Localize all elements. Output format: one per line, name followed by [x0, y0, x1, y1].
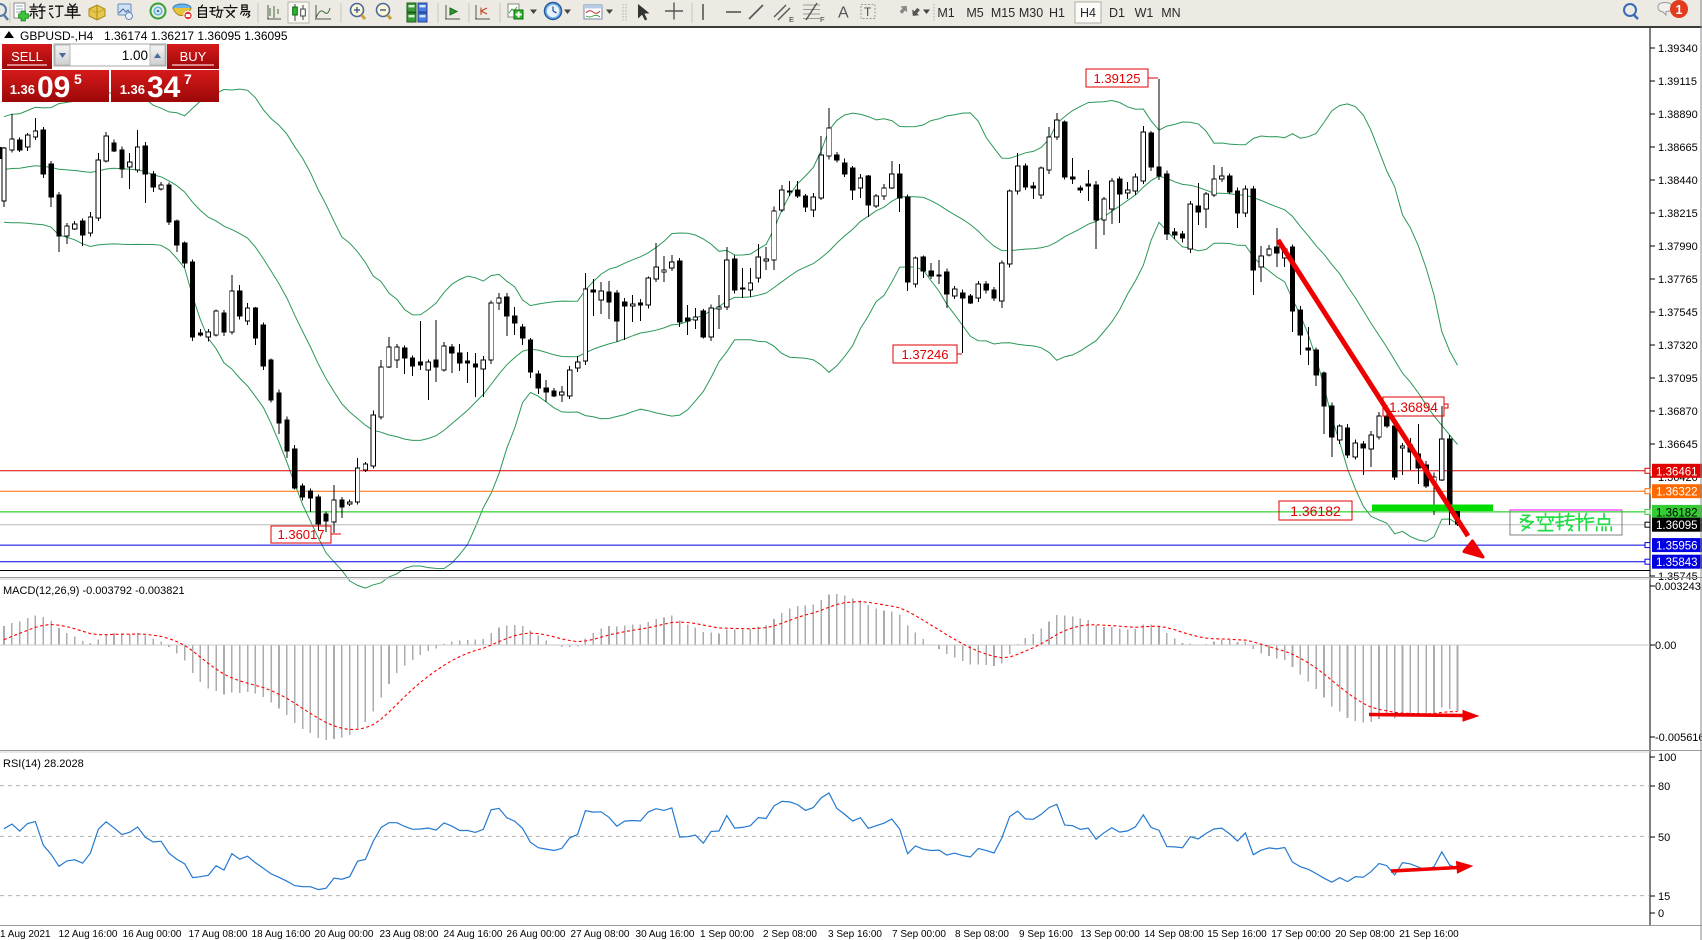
svg-text:SELL: SELL — [11, 49, 43, 64]
svg-text:1.36174 1.36217 1.36095 1.3609: 1.36174 1.36217 1.36095 1.36095 — [104, 29, 288, 43]
svg-text:1.37765: 1.37765 — [1658, 274, 1698, 286]
svg-text:1.36870: 1.36870 — [1658, 406, 1698, 418]
svg-text:MACD(12,26,9) -0.003792 -0.003: MACD(12,26,9) -0.003792 -0.003821 — [3, 585, 185, 597]
svg-text:50: 50 — [1658, 832, 1670, 844]
svg-text:100: 100 — [1658, 752, 1676, 764]
svg-text:1: 1 — [1676, 3, 1683, 17]
svg-text:1.36322: 1.36322 — [1656, 487, 1698, 499]
svg-text:20 Aug 00:00: 20 Aug 00:00 — [315, 929, 374, 940]
svg-text:0.003243: 0.003243 — [1655, 581, 1701, 593]
svg-text:17 Aug 08:00: 17 Aug 08:00 — [189, 929, 248, 940]
svg-text:M5: M5 — [966, 6, 983, 20]
svg-text:A: A — [838, 5, 849, 22]
svg-text:F: F — [820, 15, 825, 24]
svg-text:MN: MN — [1161, 6, 1180, 20]
svg-text:RSI(14) 28.2028: RSI(14) 28.2028 — [3, 758, 84, 770]
svg-text:1.39340: 1.39340 — [1658, 43, 1698, 55]
svg-text:26 Aug 00:00: 26 Aug 00:00 — [507, 929, 566, 940]
svg-text:1.39125: 1.39125 — [1094, 71, 1141, 86]
svg-text:1.36182: 1.36182 — [1290, 503, 1341, 519]
svg-text:M30: M30 — [1019, 6, 1043, 20]
svg-text:1.38665: 1.38665 — [1658, 142, 1698, 154]
svg-text:34: 34 — [147, 71, 181, 104]
svg-text:1.37246: 1.37246 — [902, 347, 949, 362]
svg-text:9 Sep 16:00: 9 Sep 16:00 — [1019, 929, 1073, 940]
svg-text:17 Sep 00:00: 17 Sep 00:00 — [1271, 929, 1331, 940]
svg-text:30 Aug 16:00: 30 Aug 16:00 — [636, 929, 695, 940]
svg-text:1.36894: 1.36894 — [1389, 400, 1438, 415]
svg-text:7: 7 — [184, 71, 192, 87]
svg-text:23 Aug 08:00: 23 Aug 08:00 — [380, 929, 439, 940]
svg-text:GBPUSD-,H4: GBPUSD-,H4 — [20, 29, 94, 43]
svg-text:1.37095: 1.37095 — [1658, 373, 1698, 385]
svg-text:12 Aug 16:00: 12 Aug 16:00 — [59, 929, 118, 940]
svg-text:1.37320: 1.37320 — [1658, 340, 1698, 352]
svg-text:1 Aug 2021: 1 Aug 2021 — [0, 929, 51, 940]
svg-text:H1: H1 — [1049, 6, 1065, 20]
svg-text:8 Sep 08:00: 8 Sep 08:00 — [955, 929, 1009, 940]
svg-text:M1: M1 — [937, 6, 954, 20]
svg-text:T: T — [864, 5, 872, 19]
svg-text:15: 15 — [1658, 891, 1670, 903]
svg-text:1.36: 1.36 — [10, 82, 35, 97]
svg-text:1.38215: 1.38215 — [1658, 208, 1698, 220]
svg-text:1.00: 1.00 — [122, 48, 148, 63]
svg-text:1.36095: 1.36095 — [1656, 520, 1698, 532]
svg-text:1.36461: 1.36461 — [1656, 466, 1698, 478]
svg-text:1.35843: 1.35843 — [1656, 557, 1698, 569]
svg-text:0.00: 0.00 — [1655, 640, 1676, 652]
svg-text:1.36017: 1.36017 — [278, 527, 325, 542]
svg-text:H4: H4 — [1080, 6, 1096, 20]
svg-text:20 Sep 08:00: 20 Sep 08:00 — [1335, 929, 1395, 940]
svg-text:80: 80 — [1658, 781, 1670, 793]
svg-text:E: E — [789, 15, 794, 24]
svg-text:2 Sep 08:00: 2 Sep 08:00 — [763, 929, 817, 940]
svg-text:BUY: BUY — [180, 49, 207, 64]
svg-text:1.37990: 1.37990 — [1658, 241, 1698, 253]
svg-text:21 Sep 16:00: 21 Sep 16:00 — [1399, 929, 1459, 940]
svg-text:24 Aug 16:00: 24 Aug 16:00 — [444, 929, 503, 940]
svg-text:0: 0 — [1658, 908, 1664, 920]
svg-text:1.37545: 1.37545 — [1658, 307, 1698, 319]
svg-text:1.39115: 1.39115 — [1658, 76, 1697, 88]
svg-text:1.35956: 1.35956 — [1656, 541, 1698, 553]
svg-text:1 Sep 00:00: 1 Sep 00:00 — [700, 929, 754, 940]
svg-text:7 Sep 00:00: 7 Sep 00:00 — [892, 929, 946, 940]
svg-text:18 Aug 16:00: 18 Aug 16:00 — [252, 929, 311, 940]
svg-text:3 Sep 16:00: 3 Sep 16:00 — [828, 929, 882, 940]
svg-text:1.38440: 1.38440 — [1658, 175, 1698, 187]
svg-text:D1: D1 — [1109, 6, 1125, 20]
svg-text:27 Aug 08:00: 27 Aug 08:00 — [571, 929, 630, 940]
svg-text:5: 5 — [74, 71, 82, 87]
svg-text:W1: W1 — [1135, 6, 1154, 20]
svg-text:14 Sep 08:00: 14 Sep 08:00 — [1144, 929, 1204, 940]
svg-text:1.38890: 1.38890 — [1658, 109, 1698, 121]
svg-text:M15: M15 — [991, 6, 1015, 20]
svg-text:13 Sep 00:00: 13 Sep 00:00 — [1080, 929, 1140, 940]
svg-text:16 Aug 00:00: 16 Aug 00:00 — [123, 929, 182, 940]
svg-text:1.36182: 1.36182 — [1656, 507, 1698, 519]
svg-text:15 Sep 16:00: 15 Sep 16:00 — [1207, 929, 1267, 940]
svg-text:1.36645: 1.36645 — [1658, 439, 1698, 451]
svg-text:1.36: 1.36 — [120, 82, 145, 97]
svg-text:-0.005616: -0.005616 — [1655, 732, 1702, 744]
svg-text:09: 09 — [37, 71, 70, 104]
